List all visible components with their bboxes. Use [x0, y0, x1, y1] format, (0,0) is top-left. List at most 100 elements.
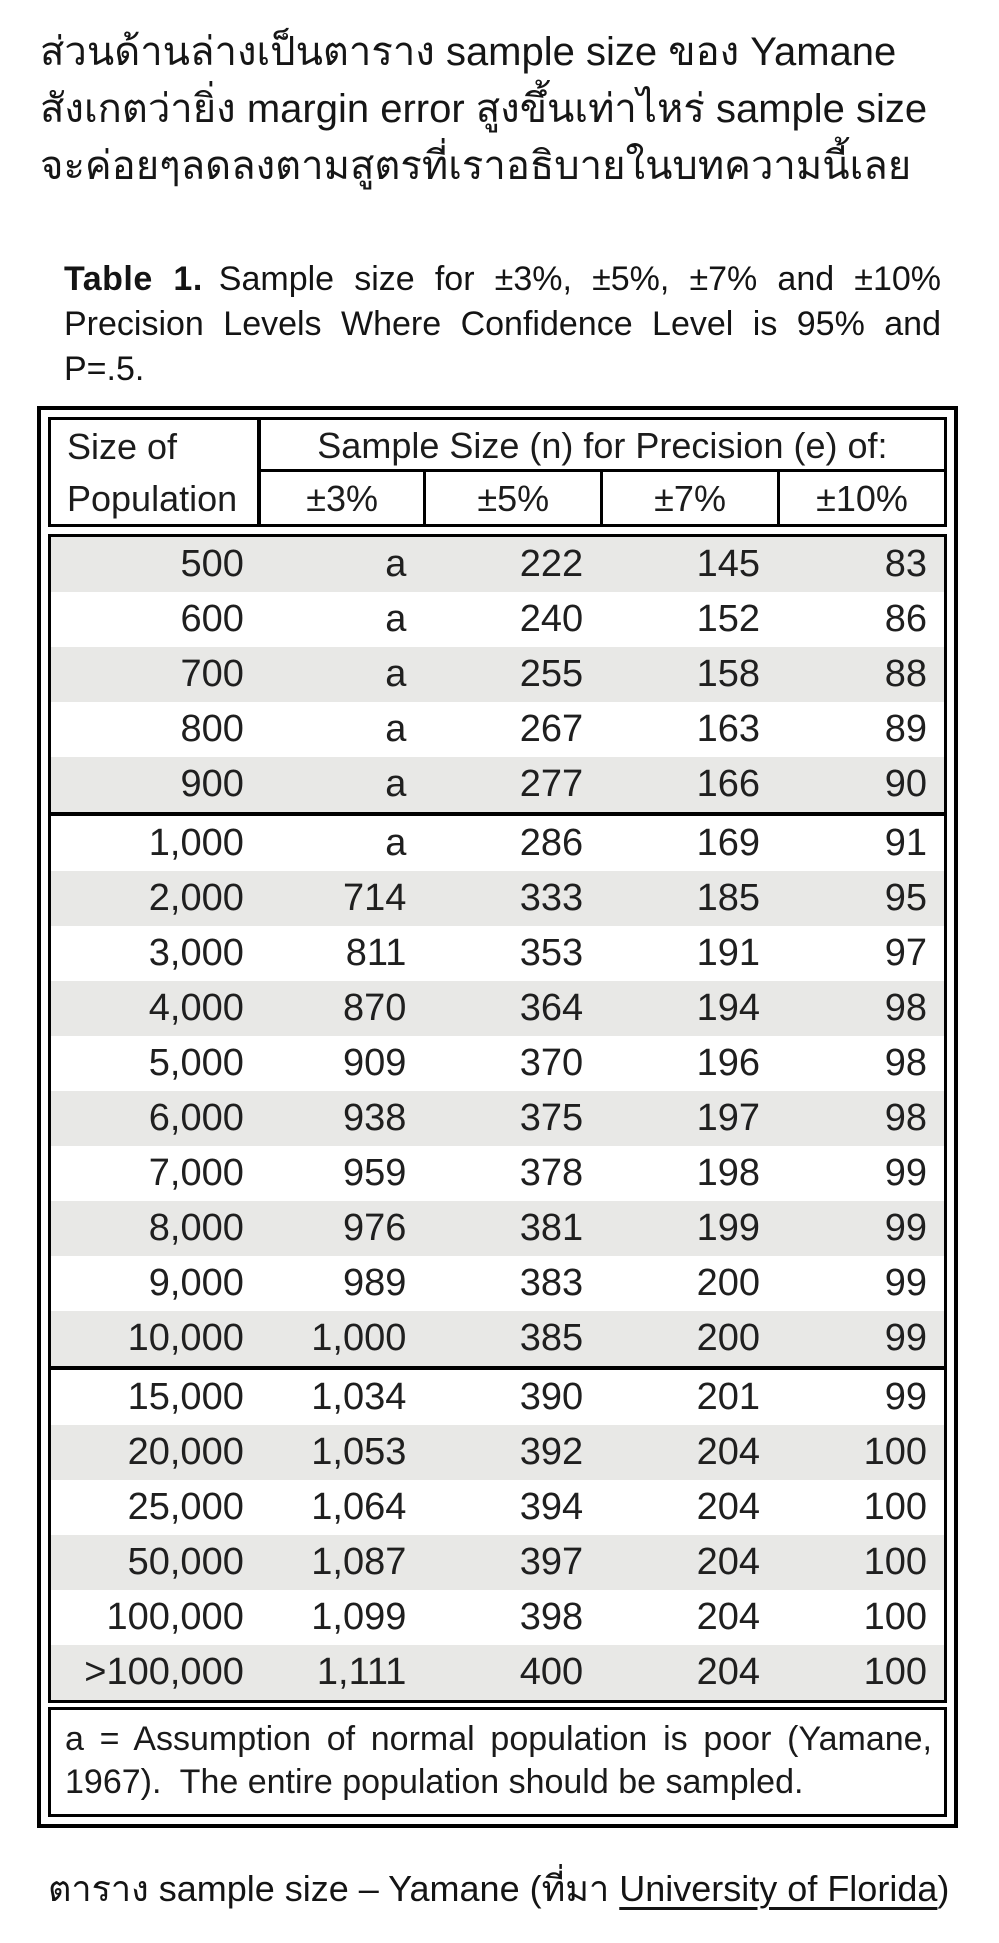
sample-size-cell: a	[385, 822, 407, 864]
population-cell: 15,000	[127, 1376, 244, 1418]
sample-size-cell: 976	[342, 1207, 407, 1249]
population-header-line2: Population	[67, 478, 238, 519]
sample-size-cell: 1,087	[311, 1541, 407, 1583]
table-row: 800 a 267 163 89	[51, 702, 944, 757]
caption-suffix: )	[937, 1868, 950, 1909]
sample-size-cell: 98	[884, 1042, 927, 1084]
sample-size-cell: 201	[696, 1376, 760, 1418]
sample-size-cell: a	[385, 763, 407, 805]
footnote-line2: 1967). The entire population should be s…	[65, 1763, 804, 1801]
sample-size-cell: 370	[519, 1042, 584, 1084]
table-row: 25,000 1,064 394 204 100	[51, 1480, 944, 1535]
sample-size-cell: 99	[884, 1317, 927, 1359]
sample-size-cell: 959	[342, 1152, 407, 1194]
precision-header-5pct: ±5%	[423, 472, 600, 524]
sample-size-cell: a	[385, 708, 407, 750]
sample-size-cell: 163	[696, 708, 760, 750]
table-row: 50,000 1,087 397 204 100	[51, 1535, 944, 1590]
sample-size-cell: 398	[519, 1596, 584, 1638]
table-header: Size of Population Sample Size (n) for P…	[48, 417, 947, 527]
sample-size-cell: 385	[519, 1317, 584, 1359]
sample-size-cell: 870	[342, 987, 407, 1029]
sample-size-cell: 194	[696, 987, 760, 1029]
population-cell: 500	[180, 543, 244, 585]
table-row: 700 a 255 158 88	[51, 647, 944, 702]
sample-size-cell: 222	[519, 543, 584, 585]
sample-size-cell: 392	[519, 1431, 584, 1473]
population-cell: 8,000	[148, 1207, 244, 1249]
population-cell: 3,000	[148, 932, 244, 974]
sample-size-cell: 267	[519, 708, 584, 750]
sample-size-cell: 169	[696, 822, 760, 864]
table-row: 4,000 870 364 194 98	[51, 981, 944, 1036]
population-cell: 50,000	[127, 1541, 244, 1583]
intro-line: จะค่อยๆลดลงตามสูตรที่เราอธิบายในบทความนี…	[40, 144, 912, 188]
table-title-line3: P=.5.	[64, 350, 145, 388]
sample-size-cell: 158	[696, 653, 760, 695]
precision-header-3pct: ±3%	[306, 478, 378, 519]
sample-size-cell: 204	[696, 1541, 760, 1583]
sample-size-cell: 100	[863, 1651, 927, 1693]
precision-header-10pct: ±10%	[776, 472, 944, 524]
table-row: 9,000 989 383 200 99	[51, 1256, 944, 1311]
sample-size-cell: 88	[884, 653, 927, 695]
table-row: 5,000 909 370 196 98	[51, 1036, 944, 1091]
sample-size-cell: 91	[884, 822, 927, 864]
population-cell: 25,000	[127, 1486, 244, 1528]
population-cell: 7,000	[148, 1152, 244, 1194]
sample-size-cell: 99	[884, 1152, 927, 1194]
precision-group-header: Sample Size (n) for Precision (e) of:	[260, 420, 944, 472]
table-row: 3,000 811 353 191 97	[51, 926, 944, 981]
population-cell: 600	[180, 598, 244, 640]
sample-size-cell: 198	[696, 1152, 760, 1194]
sample-size-cell: 99	[884, 1262, 927, 1304]
sample-size-cell: 375	[519, 1097, 584, 1139]
population-header-line1: Size of	[67, 426, 178, 467]
sample-size-cell: 1,064	[311, 1486, 407, 1528]
sample-size-cell: 98	[884, 987, 927, 1029]
sample-size-cell: 86	[884, 598, 927, 640]
table-row: 7,000 959 378 198 99	[51, 1146, 944, 1201]
table-row: 10,000 1,000 385 200 99	[51, 1311, 944, 1366]
table-title-line1-rest: Sample size for ±3%, ±5%, ±7% and ±10%	[218, 260, 941, 298]
population-cell: 100,000	[106, 1596, 244, 1638]
source-link[interactable]: University of Florida	[619, 1868, 938, 1909]
sample-size-cell: 353	[519, 932, 584, 974]
population-cell: 2,000	[148, 877, 244, 919]
sample-size-cell: 1,000	[311, 1317, 407, 1359]
sample-size-cell: 204	[696, 1651, 760, 1693]
population-cell: >100,000	[84, 1651, 244, 1693]
sample-size-cell: 197	[696, 1097, 760, 1139]
table-row: 2,000 714 333 185 95	[51, 871, 944, 926]
sample-size-cell: 185	[696, 877, 760, 919]
sample-size-cell: 166	[696, 763, 760, 805]
sample-size-cell: 95	[884, 877, 927, 919]
sample-size-cell: 1,053	[311, 1431, 407, 1473]
table-row: 20,000 1,053 392 204 100	[51, 1425, 944, 1480]
intro-text: ส่วนด้านล่างเป็นตาราง sample size ของ Ya…	[40, 24, 979, 195]
table-row: 600 a 240 152 86	[51, 592, 944, 647]
sample-size-cell: a	[385, 598, 407, 640]
sample-size-cell: 286	[519, 822, 584, 864]
sample-size-cell: 277	[519, 763, 584, 805]
intro-line: ส่วนด้านล่างเป็นตาราง sample size ของ Ya…	[40, 30, 897, 74]
sample-size-cell: 204	[696, 1596, 760, 1638]
table-row: 1,000 a 286 169 91	[51, 812, 944, 871]
sample-size-cell: 199	[696, 1207, 760, 1249]
table-row: 6,000 938 375 197 98	[51, 1091, 944, 1146]
sample-size-table: Size of Population Sample Size (n) for P…	[37, 406, 958, 1828]
sample-size-cell: 714	[342, 877, 407, 919]
sample-size-cell: 381	[519, 1207, 584, 1249]
sample-size-cell: 1,111	[316, 1651, 407, 1693]
population-cell: 800	[180, 708, 244, 750]
sample-size-cell: 100	[863, 1486, 927, 1528]
table-number-label: Table 1.	[64, 260, 203, 298]
table-body: 500 a 222 145 83 600 a 240 152 86 700 a 255 158 88 800 a…	[48, 534, 947, 1703]
sample-size-cell: 100	[863, 1431, 927, 1473]
sample-size-cell: 191	[696, 932, 760, 974]
population-column-header: Size of Population	[51, 420, 261, 524]
table-title-line2: Precision Levels Where Confidence Level …	[64, 305, 941, 343]
sample-size-cell: 152	[696, 598, 760, 640]
population-cell: 10,000	[127, 1317, 244, 1359]
sample-size-cell: 989	[342, 1262, 407, 1304]
